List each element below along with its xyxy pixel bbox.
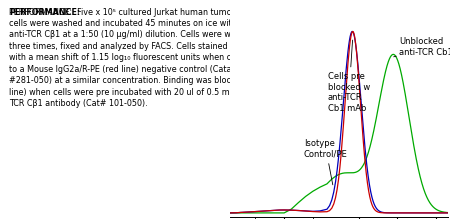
Text: Unblocked
anti-TCR Cb1/PE: Unblocked anti-TCR Cb1/PE (394, 37, 450, 57)
Text: PERFORMANCE:: PERFORMANCE: (9, 8, 80, 17)
Text: Isotype
Control/PE: Isotype Control/PE (304, 139, 348, 185)
Text: PERFORMANCE:  Five x 10⁵ cultured Jurkat human tumor
cells were washed and incub: PERFORMANCE: Five x 10⁵ cultured Jurkat … (9, 8, 270, 108)
Text: Cells pre
blocked w
anti-TCR
Cb1 mAb: Cells pre blocked w anti-TCR Cb1 mAb (328, 40, 370, 113)
